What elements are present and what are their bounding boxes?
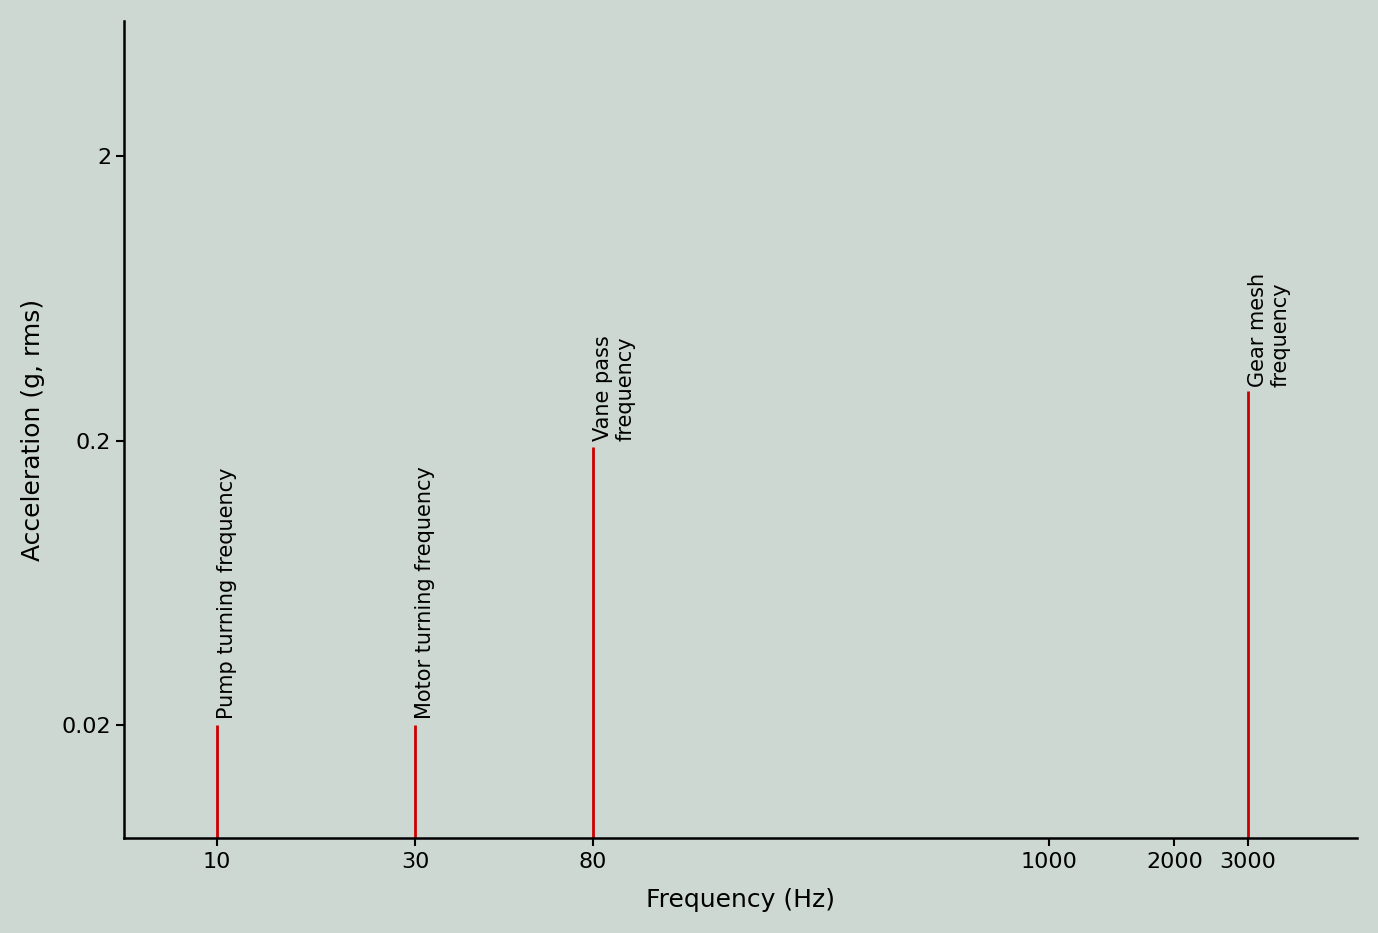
Y-axis label: Acceleration (g, rms): Acceleration (g, rms) xyxy=(21,299,45,561)
Text: Motor turning frequency: Motor turning frequency xyxy=(415,466,435,719)
X-axis label: Frequency (Hz): Frequency (Hz) xyxy=(646,888,835,912)
Text: Vane pass
frequency: Vane pass frequency xyxy=(593,335,635,440)
Text: Gear mesh
frequency: Gear mesh frequency xyxy=(1247,272,1291,386)
Text: Pump turning frequency: Pump turning frequency xyxy=(216,467,237,719)
